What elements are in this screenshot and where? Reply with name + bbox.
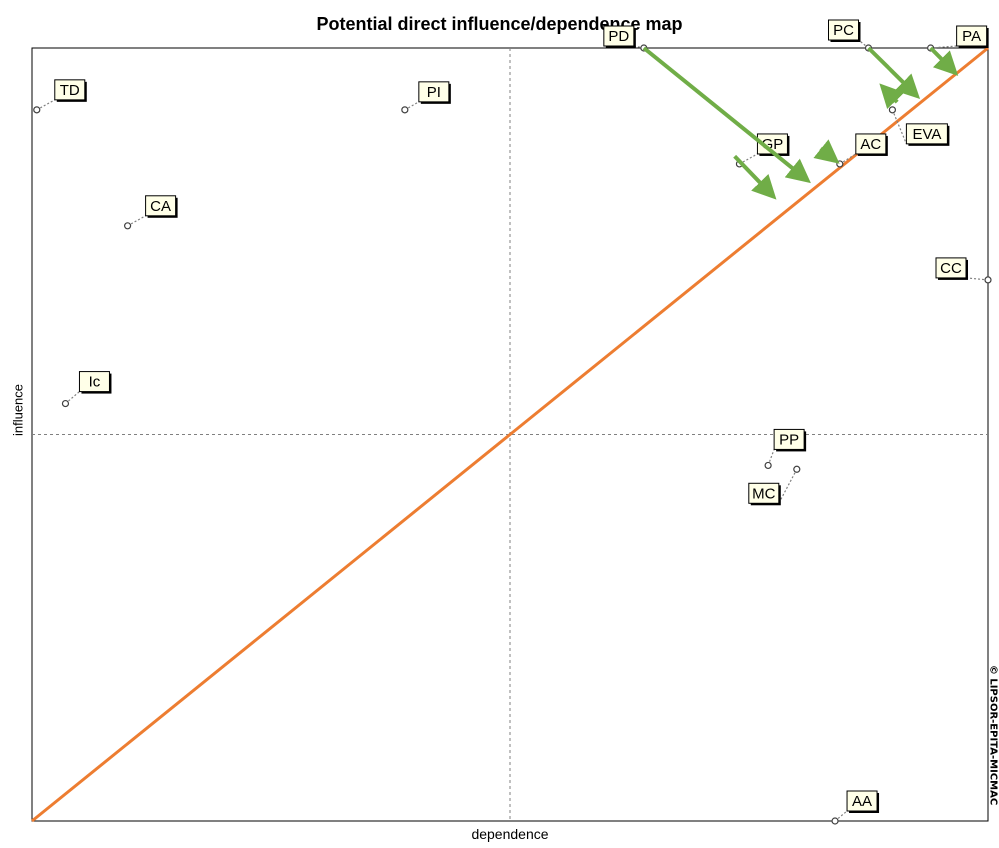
point-label: PA [962,28,981,45]
point-label-box [54,79,86,101]
point-label: AA [852,793,872,810]
movement-arrow [642,46,811,184]
point-leader-line [839,153,857,165]
point-leader-line [930,45,957,49]
point-label: PI [427,84,441,101]
point-label: EVA [912,126,941,143]
point-label-box [748,482,780,504]
data-point [764,461,772,470]
data-point [33,106,41,114]
movement-arrow [813,139,840,164]
x-axis-label: dependence [471,826,549,842]
point-label: PC [833,22,854,39]
point-label: Ic [89,374,101,391]
point-label: MC [752,485,775,502]
point-label: PD [608,28,629,45]
point-label: AC [860,136,881,153]
data-point [401,106,409,114]
data-point [836,160,844,168]
movement-arrow [879,83,905,110]
point-label-box [418,81,450,103]
data-point [123,222,132,230]
watermark: © LIPSOR-EPITA-MICMAC [987,664,999,806]
point-label-box [846,790,878,812]
point-leader-line [36,99,56,111]
data-point [984,276,992,284]
point-leader-line [778,469,798,504]
point-leader-line [404,101,420,111]
point-label-box [78,371,110,393]
point-leader-line [127,215,146,227]
y-axis-label: influence [10,383,26,437]
point-label-box [603,25,635,47]
chart-title: Potential direct influence/dependence ma… [316,14,683,34]
diagonal-line [31,46,989,823]
data-point [793,465,801,473]
point-label-box [145,195,177,217]
point-label: TD [60,82,80,99]
point-label-box [828,19,859,41]
data-point [61,399,70,408]
point-label-box [956,25,988,47]
movement-arrow [733,154,777,200]
point-label: CA [150,198,171,215]
point-label-box [935,257,967,279]
point-leader-line [739,153,758,165]
point-leader-line [834,810,848,822]
movement-arrow [929,46,959,76]
point-leader-line [767,449,775,466]
point-label-box [905,123,948,145]
point-label-box [773,428,805,450]
data-point [888,106,897,114]
data-point [831,817,839,825]
point-label: PP [779,431,799,448]
point-leader-line [65,391,80,405]
point-label-box [855,133,887,155]
point-label: CC [940,260,962,277]
